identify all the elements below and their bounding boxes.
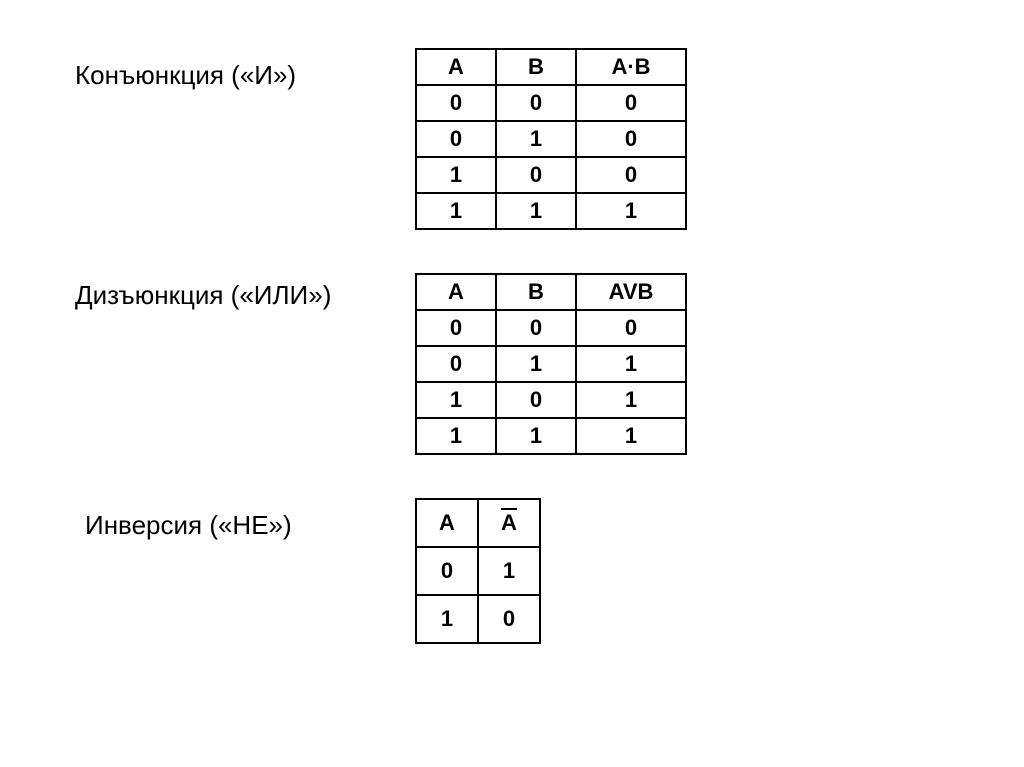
table-row: 0 0 0 (416, 310, 686, 346)
cell: 0 (416, 346, 496, 382)
table-row: 1 0 1 (416, 382, 686, 418)
table-header-row: A A (416, 499, 540, 547)
conjunction-section: Конъюнкция («И») (75, 60, 296, 91)
cell: 1 (496, 418, 576, 454)
page-root: Конъюнкция («И») A B A·B 0 0 0 0 1 0 1 0 (0, 0, 1024, 767)
overline-a: A (501, 510, 517, 535)
table-row: 1 1 1 (416, 418, 686, 454)
cell: 0 (496, 85, 576, 121)
table-row: 0 1 1 (416, 346, 686, 382)
conjunction-table: A B A·B 0 0 0 0 1 0 1 0 0 1 1 (415, 48, 687, 230)
inversion-section: Инверсия («НЕ») (85, 510, 292, 541)
cell: 0 (416, 547, 478, 595)
cell: 1 (576, 346, 686, 382)
col-header-b: B (496, 49, 576, 85)
cell: 0 (478, 595, 540, 643)
disjunction-label: Дизъюнкция («ИЛИ») (75, 280, 331, 311)
cell: 1 (416, 418, 496, 454)
table-row: 0 1 0 (416, 121, 686, 157)
cell: 1 (478, 547, 540, 595)
col-header-result: AVB (576, 274, 686, 310)
cell: 1 (576, 193, 686, 229)
col-header-a: A (416, 499, 478, 547)
cell: 1 (416, 157, 496, 193)
disjunction-table: A B AVB 0 0 0 0 1 1 1 0 1 1 1 (415, 273, 687, 455)
table-row: 0 1 (416, 547, 540, 595)
conjunction-label: Конъюнкция («И») (75, 60, 296, 91)
table-header-row: A B A·B (416, 49, 686, 85)
inversion-table: A A 0 1 1 0 (415, 498, 541, 644)
cell: 0 (496, 157, 576, 193)
col-header-b: B (496, 274, 576, 310)
cell: 1 (496, 193, 576, 229)
cell: 0 (496, 382, 576, 418)
col-header-result: A·B (576, 49, 686, 85)
cell: 0 (416, 310, 496, 346)
cell: 1 (496, 121, 576, 157)
col-header-result: A (478, 499, 540, 547)
disjunction-section: Дизъюнкция («ИЛИ») (75, 280, 331, 311)
table-header-row: A B AVB (416, 274, 686, 310)
cell: 1 (416, 382, 496, 418)
cell: 1 (416, 193, 496, 229)
cell: 1 (576, 382, 686, 418)
cell: 0 (576, 157, 686, 193)
cell: 0 (576, 121, 686, 157)
cell: 0 (416, 85, 496, 121)
table-row: 1 1 1 (416, 193, 686, 229)
cell: 0 (496, 310, 576, 346)
cell: 0 (416, 121, 496, 157)
cell: 0 (576, 85, 686, 121)
cell: 1 (496, 346, 576, 382)
cell: 1 (416, 595, 478, 643)
table-row: 0 0 0 (416, 85, 686, 121)
cell: 1 (576, 418, 686, 454)
inversion-label: Инверсия («НЕ») (85, 510, 292, 541)
cell: 0 (576, 310, 686, 346)
table-row: 1 0 (416, 595, 540, 643)
col-header-a: A (416, 274, 496, 310)
table-row: 1 0 0 (416, 157, 686, 193)
col-header-a: A (416, 49, 496, 85)
